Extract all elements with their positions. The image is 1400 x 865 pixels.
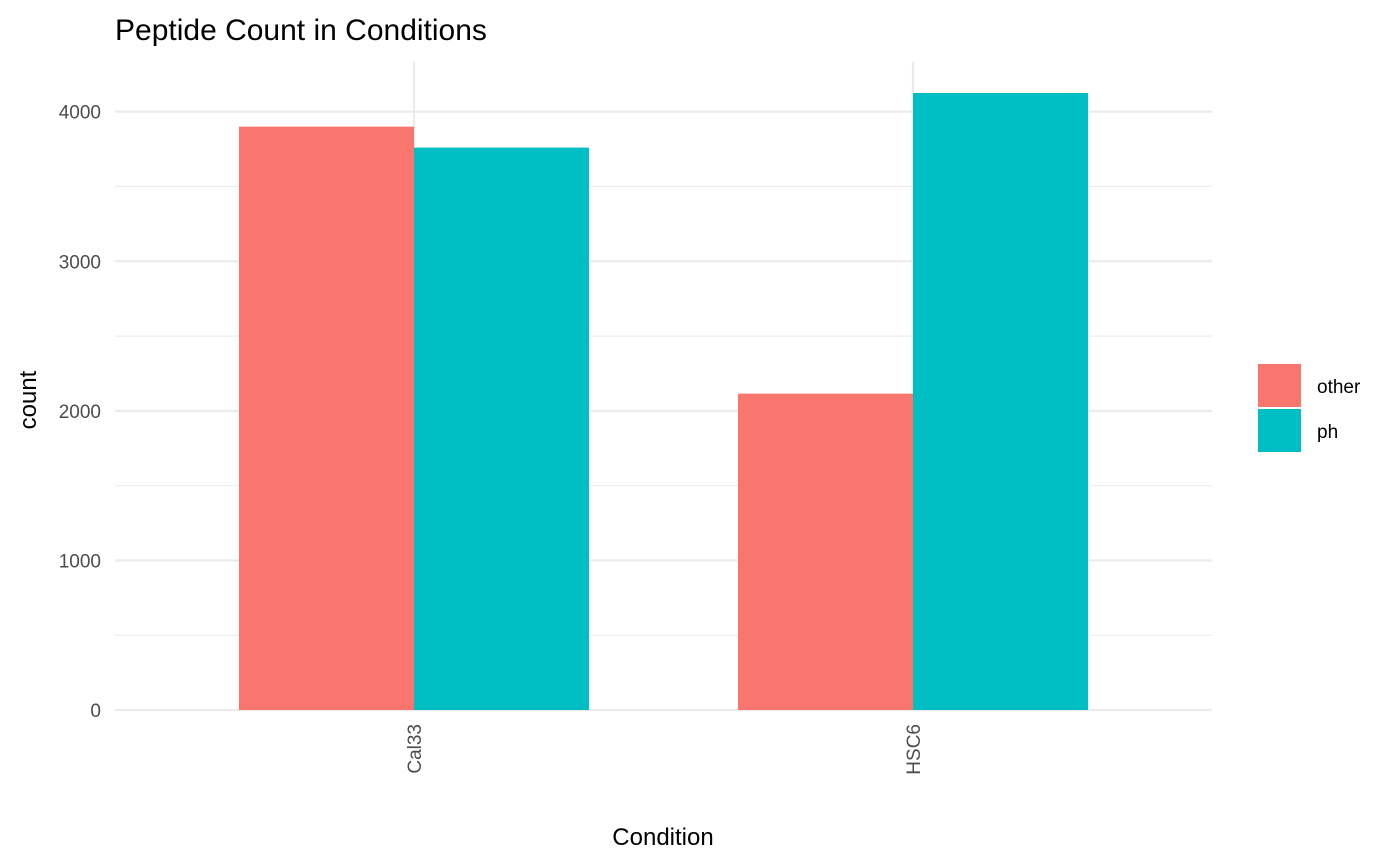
legend-key-other	[1258, 364, 1301, 407]
bar-other-cal33	[239, 126, 414, 710]
y-axis-title: count	[15, 370, 42, 429]
y-tick-label: 3000	[59, 252, 101, 273]
y-tick-label: 1000	[59, 551, 101, 572]
y-tick-label: 4000	[59, 103, 101, 124]
x-tick-label: HSC6	[904, 724, 925, 775]
y-axis-ticks: 0 1000 2000 3000 4000	[59, 103, 101, 722]
x-tick-label: Cal33	[405, 724, 426, 774]
legend-label-other: other	[1317, 377, 1361, 398]
x-axis-title: Condition	[612, 824, 713, 851]
x-axis-ticks: Cal33 HSC6	[405, 724, 925, 775]
bars	[239, 92, 1088, 711]
bar-other-hsc6	[738, 393, 913, 710]
chart-title: Peptide Count in Conditions	[115, 14, 487, 47]
bar-ph-hsc6	[913, 92, 1088, 711]
legend-label-ph: ph	[1317, 422, 1338, 443]
bar-ph-cal33	[414, 147, 589, 710]
legend-key-ph	[1258, 409, 1301, 452]
y-tick-label: 2000	[59, 402, 101, 423]
legend: other ph	[1258, 364, 1361, 452]
y-tick-label: 0	[90, 701, 101, 722]
